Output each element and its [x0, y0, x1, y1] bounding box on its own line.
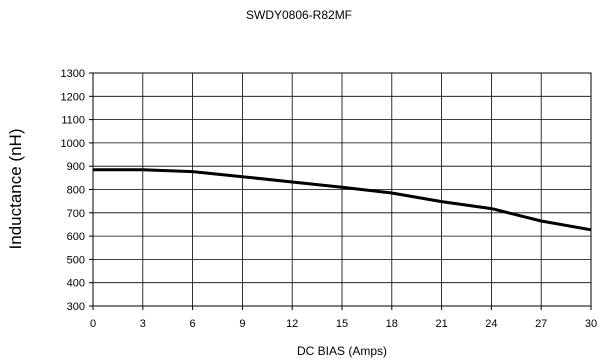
- y-tick-label: 600: [67, 231, 85, 243]
- grid: [89, 72, 592, 310]
- x-tick-label: 24: [485, 318, 497, 330]
- x-tick-labels: 0 3 6 9 12 15 18 21 24 27 30: [90, 318, 597, 330]
- x-tick-label: 30: [585, 318, 597, 330]
- x-tick-label: 12: [286, 318, 298, 330]
- series-line: [93, 168, 592, 232]
- y-tick-label: 1200: [61, 91, 85, 103]
- y-tick-label: 1000: [61, 138, 85, 150]
- y-tick-label: 800: [67, 185, 85, 197]
- x-tick-label: 27: [535, 318, 547, 330]
- y-tick-label: 500: [67, 254, 85, 266]
- plot-area: [93, 168, 592, 232]
- x-tick-label: 21: [435, 318, 447, 330]
- x-tick-label: 9: [239, 318, 245, 330]
- x-tick-label: 15: [336, 318, 348, 330]
- y-tick-label: 700: [67, 208, 85, 220]
- y-tick-label: 900: [67, 161, 85, 173]
- y-tick-label: 400: [67, 278, 85, 290]
- y-tick-label: 300: [67, 301, 85, 313]
- y-tick-labels: 300 400 500 600 700 800 900 1000 1100 1200 1300: [61, 68, 85, 313]
- y-tick-label: 1300: [61, 68, 85, 80]
- y-tick-label: 1100: [61, 115, 85, 127]
- x-tick-label: 3: [140, 318, 146, 330]
- x-tick-label: 0: [90, 318, 96, 330]
- x-tick-label: 6: [190, 318, 196, 330]
- x-axis-label: DC BIAS (Amps): [296, 344, 387, 358]
- x-tick-label: 18: [386, 318, 398, 330]
- chart-title: SWDY0806-R82MF: [245, 8, 353, 22]
